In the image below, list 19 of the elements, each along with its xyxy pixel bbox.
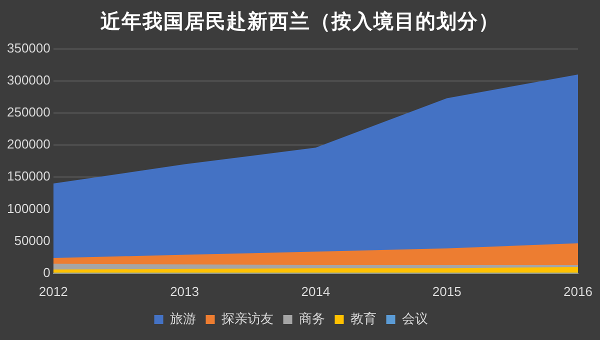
x-tick-label: 2014 — [301, 284, 330, 299]
y-tick-label: 150000 — [6, 168, 50, 184]
y-tick-label: 350000 — [6, 40, 50, 56]
x-tick-label: 2015 — [432, 284, 462, 299]
x-tick-label: 2016 — [564, 284, 592, 299]
legend-label: 教育 — [350, 310, 376, 327]
x-tick-label: 2013 — [170, 284, 199, 299]
legend-label: 商务 — [298, 312, 325, 327]
chart-title: 近年我国居民赴新西兰（按入境目的划分） — [100, 8, 500, 35]
y-tick-label: 0 — [43, 264, 50, 280]
legend-label: 会议 — [402, 312, 428, 327]
legend-label: 探亲访友 — [221, 310, 274, 327]
x-tick-label: 2012 — [38, 284, 68, 299]
legend-label: 旅游 — [170, 312, 196, 327]
y-tick-label: 100000 — [6, 200, 50, 216]
y-tick-label: 200000 — [6, 136, 50, 152]
y-tick-label: 300000 — [6, 72, 50, 88]
y-tick-label: 250000 — [6, 104, 50, 120]
y-tick-label: 50000 — [14, 232, 50, 248]
